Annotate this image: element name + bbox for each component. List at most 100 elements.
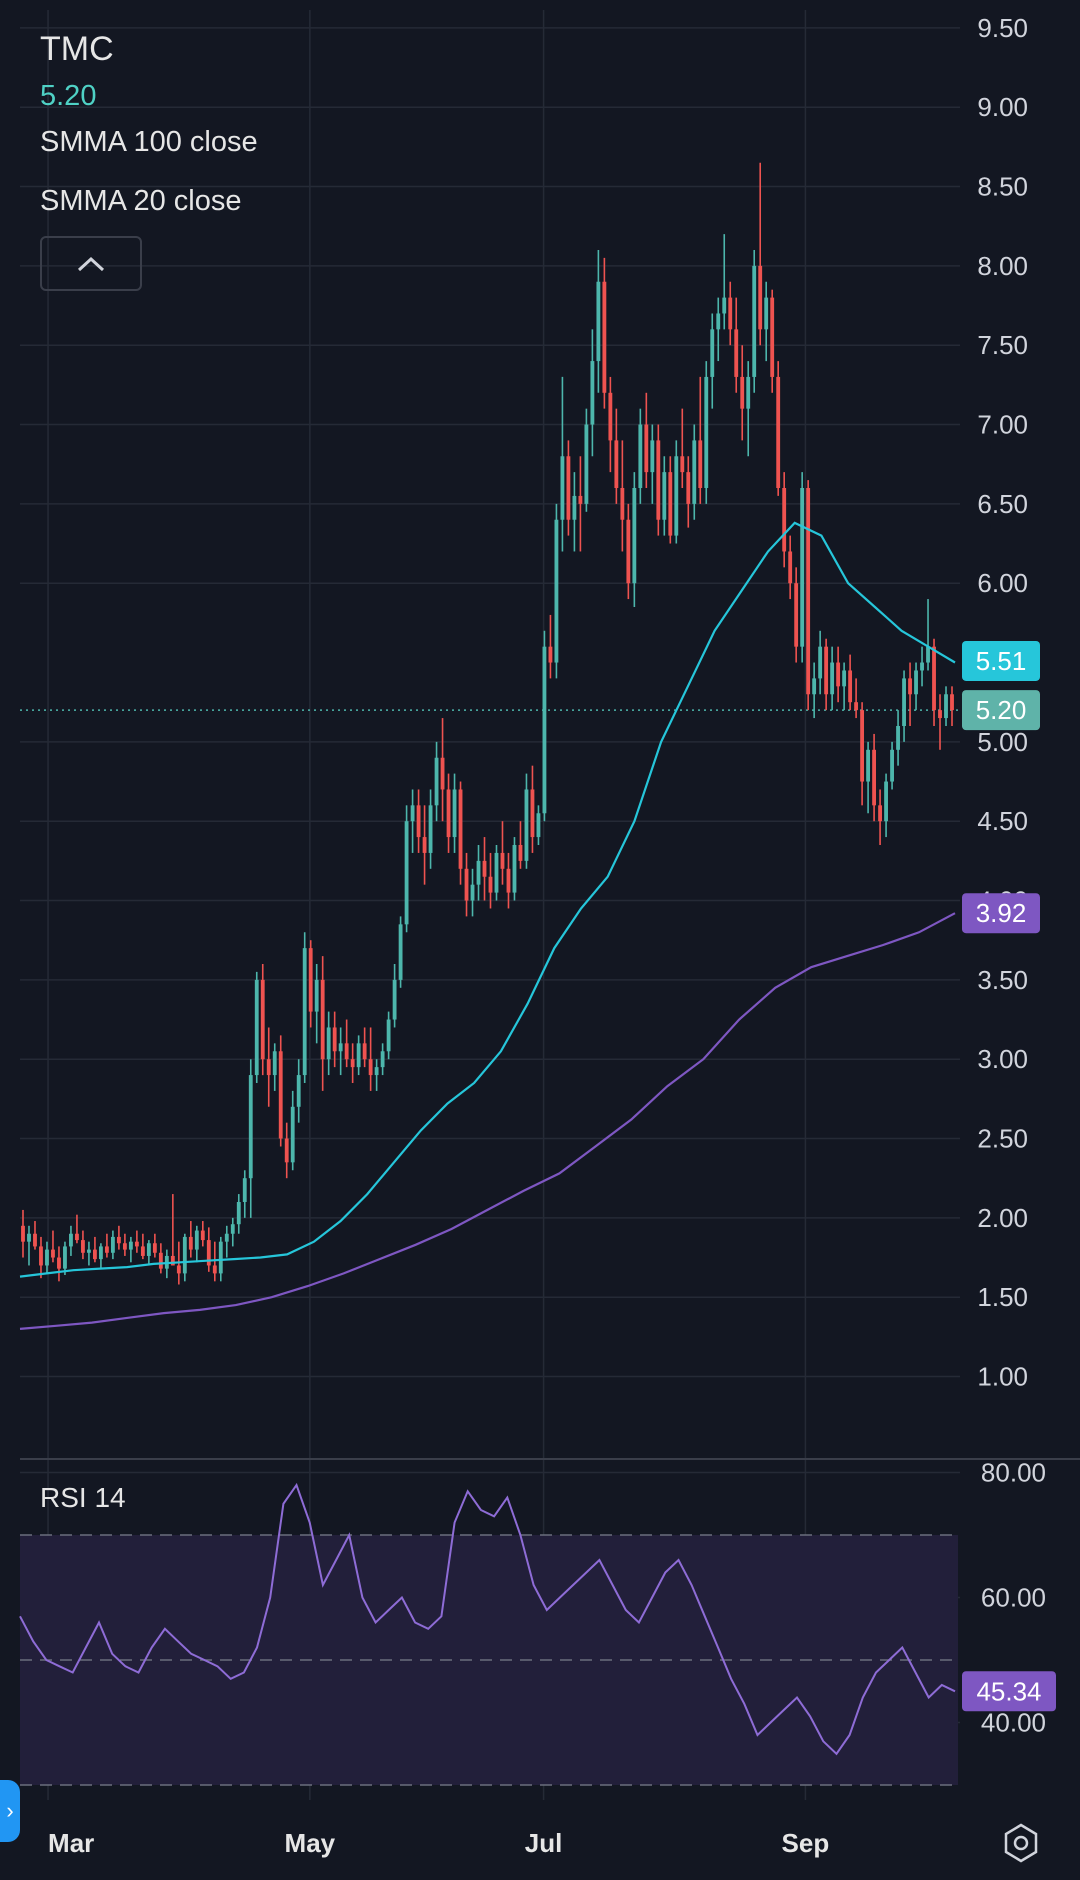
candle-body xyxy=(81,1240,85,1253)
candle-body xyxy=(464,868,469,901)
candle-body xyxy=(440,757,445,790)
candle-body xyxy=(524,789,529,861)
candle-body xyxy=(674,456,679,536)
candle-body xyxy=(188,1236,193,1250)
candle-body xyxy=(122,1243,127,1250)
candle-body xyxy=(278,1051,283,1139)
candle-body xyxy=(254,979,259,1076)
candle-body xyxy=(326,1027,331,1060)
candle-body xyxy=(200,1230,205,1241)
candle-body xyxy=(242,1178,247,1202)
candle-body xyxy=(776,376,781,488)
candle-body xyxy=(404,821,409,925)
candle-body xyxy=(51,1249,55,1258)
smma-100-line xyxy=(19,912,956,1330)
rsi-line xyxy=(19,1482,956,1756)
candle-body xyxy=(584,424,589,504)
candle-body xyxy=(116,1236,121,1244)
candle-body xyxy=(422,837,427,853)
candle-body xyxy=(566,456,571,520)
candle-body xyxy=(644,424,649,473)
candle-body xyxy=(650,440,655,473)
rsi-tick-label: 40.00 xyxy=(981,1708,1046,1738)
candle-body xyxy=(362,1043,367,1060)
candle-body xyxy=(290,1106,295,1163)
candle-body xyxy=(380,1051,385,1068)
candle-body xyxy=(236,1202,241,1225)
price-marker xyxy=(962,893,1040,934)
candle-body xyxy=(554,519,559,663)
symbol-title[interactable]: TMC xyxy=(40,30,114,68)
chevron-right-icon: › xyxy=(6,1798,14,1823)
candle-body xyxy=(506,868,511,893)
candle-body xyxy=(818,646,823,679)
candle-body xyxy=(212,1265,217,1274)
price-tick-label: 6.00 xyxy=(977,568,1028,598)
price-tick-label: 9.00 xyxy=(977,92,1028,122)
candle-body xyxy=(890,749,894,782)
candle-body xyxy=(494,852,499,893)
rsi-value-label: 45.34 xyxy=(976,1676,1041,1706)
candle-body xyxy=(686,472,691,504)
candle-body xyxy=(512,845,517,893)
candle-body xyxy=(344,1043,349,1060)
candle-body xyxy=(836,662,841,687)
candle-body xyxy=(668,472,673,536)
candle-body xyxy=(914,670,918,695)
candle-body xyxy=(33,1233,37,1247)
candle-body xyxy=(770,297,775,377)
candle-body xyxy=(230,1224,235,1234)
smma-100-legend[interactable]: SMMA 100 close xyxy=(40,126,258,158)
candle-body xyxy=(788,551,793,584)
rsi-axis[interactable]: 80.00 60.00 40.00 xyxy=(981,1458,1046,1738)
candle-body xyxy=(314,979,319,1012)
time-tick-label: Jul xyxy=(525,1828,563,1858)
time-tick-label: May xyxy=(285,1828,336,1858)
candle-body xyxy=(248,1075,253,1179)
candle-body xyxy=(470,884,475,901)
candle-body xyxy=(194,1230,199,1250)
candle-body xyxy=(578,495,583,504)
candle-body xyxy=(662,472,667,520)
price-tick-label: 6.50 xyxy=(977,489,1028,519)
candle-body xyxy=(206,1240,211,1266)
candle-body xyxy=(560,456,565,520)
candle-body xyxy=(572,495,577,520)
collapse-legend-button[interactable] xyxy=(40,236,142,291)
candle-body xyxy=(374,1067,379,1076)
candle-body xyxy=(932,646,936,711)
candle-body xyxy=(98,1246,103,1260)
candle-body xyxy=(884,781,888,822)
price-tick-label: 1.50 xyxy=(977,1282,1028,1312)
candle-body xyxy=(182,1236,187,1274)
price-markers: 5.51 5.20 3.92 45.34 xyxy=(962,640,1056,1712)
smma-20-legend[interactable]: SMMA 20 close xyxy=(40,185,242,217)
candle-body xyxy=(152,1243,157,1253)
candle-body xyxy=(93,1249,97,1260)
rsi-legend[interactable]: RSI 14 xyxy=(40,1482,126,1513)
candle-body xyxy=(734,329,739,377)
time-axis[interactable]: Mar May Jul Sep xyxy=(48,1828,829,1858)
candle-body xyxy=(632,488,637,584)
candle-body xyxy=(812,678,817,695)
candle-body xyxy=(944,694,948,719)
candle-body xyxy=(878,805,882,822)
gear-icon xyxy=(1004,1823,1038,1863)
settings-button[interactable] xyxy=(1000,1822,1042,1864)
candle-body xyxy=(680,456,685,473)
candle-body xyxy=(854,702,859,711)
candle-body xyxy=(308,948,313,1012)
candle-body xyxy=(740,376,745,409)
candle-body xyxy=(392,979,397,1020)
candle-body xyxy=(530,789,535,838)
candle-body xyxy=(272,1051,277,1076)
candle-body xyxy=(428,805,433,853)
candle-body xyxy=(500,852,505,869)
candle-body xyxy=(302,948,307,1076)
candle-body xyxy=(224,1233,229,1242)
candle-body xyxy=(452,789,457,838)
candle-body xyxy=(902,678,906,726)
candle-body xyxy=(482,860,487,877)
side-panel-toggle[interactable]: › xyxy=(0,1780,20,1842)
